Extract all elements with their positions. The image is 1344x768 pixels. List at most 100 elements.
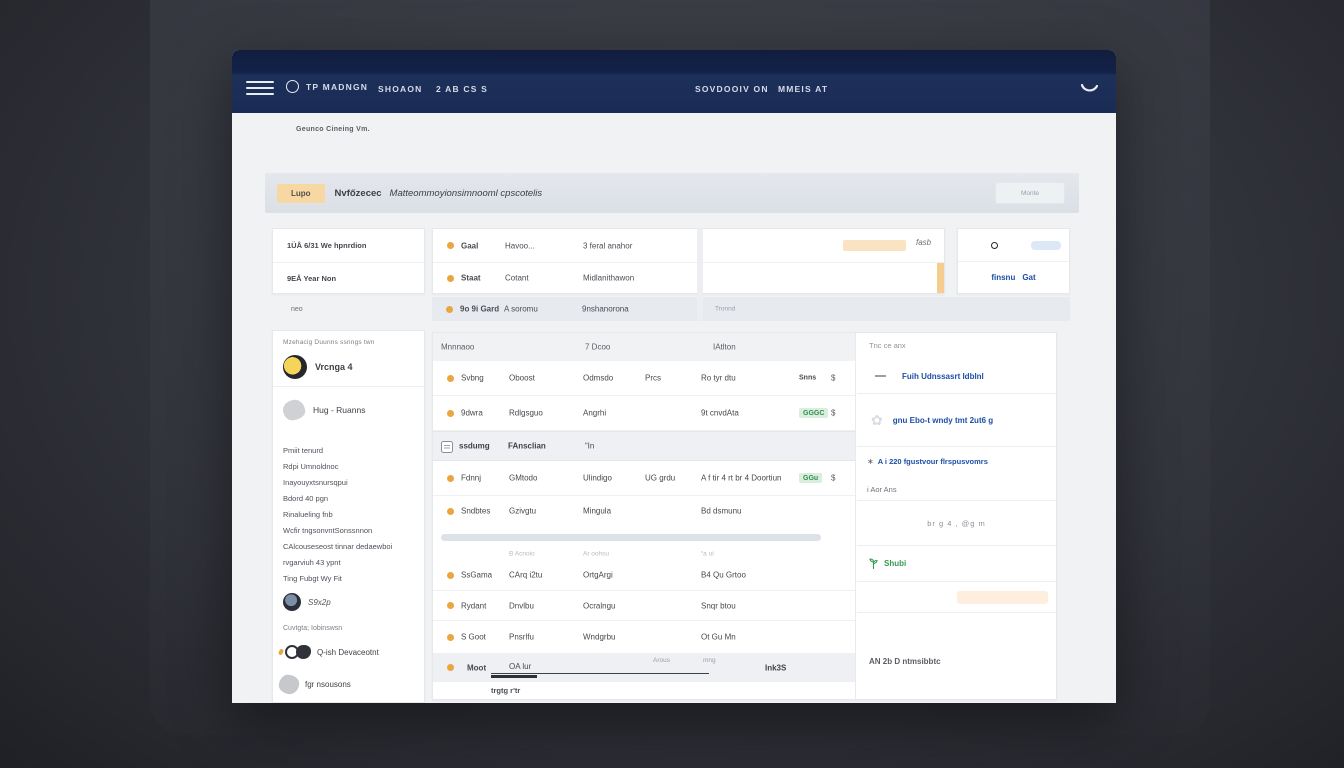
cell: OrtgArgi bbox=[583, 570, 613, 580]
activity-row-3[interactable]: 9o 9i Gard A soromu 9nshanorona Tronnd bbox=[432, 297, 1070, 321]
sidebar: Mzehacig Duunns ssnngs twn Vrcnga 4 Hug … bbox=[272, 330, 425, 703]
sidebar-team-item-1[interactable]: Q-ish Devaceotnt bbox=[277, 640, 418, 664]
brand-name: TP MADNGN bbox=[306, 81, 369, 92]
member-name: S9x2p bbox=[308, 597, 331, 607]
sidebar-link[interactable]: Wcfir tngsonvntSonssnnon bbox=[283, 526, 373, 535]
activity-col2: Cotant bbox=[505, 273, 529, 283]
status-card-links: finsnu Gat bbox=[958, 262, 1069, 293]
ghost-label-row: B Acnoio Ar oohsu “a ui bbox=[433, 548, 855, 560]
column-header: IAtlton bbox=[713, 342, 736, 352]
activity-name: Staat bbox=[461, 273, 481, 283]
cell: Rydant bbox=[461, 601, 487, 610]
team-name: fgr nsousons bbox=[305, 679, 351, 689]
sidebar-link[interactable]: Bdord 40 pgn bbox=[283, 494, 329, 503]
table-row[interactable]: Sndbtes Gzivgtu Mingula Bd dsmunu bbox=[433, 496, 855, 526]
activity-name: Gaal bbox=[461, 241, 479, 250]
cell: Svbng bbox=[461, 373, 484, 383]
nav-item-2[interactable]: 2 AB CS S bbox=[436, 84, 489, 94]
cell: UG grdu bbox=[645, 473, 676, 483]
table-row[interactable]: S Goot Pnsrlfu Wndgrbu Ot Gu Mn bbox=[433, 620, 855, 653]
sidebar-link[interactable]: Rinalueling fnb bbox=[283, 510, 333, 519]
cell: B4 Qu Grtoo bbox=[701, 570, 746, 580]
cell: Wndgrbu bbox=[583, 632, 616, 642]
bullet-dot-icon bbox=[447, 409, 454, 417]
sidebar-link[interactable]: rvgarviuh 43 ypnt bbox=[283, 558, 341, 567]
cell: Gzivgtu bbox=[509, 506, 537, 516]
activity-row-1[interactable]: Gaal Havoo... 3 feral anahor fasb bbox=[433, 229, 944, 262]
banner-action-button[interactable]: Monte bbox=[995, 182, 1065, 204]
sidebar-link[interactable]: CAlcouseseost tinnar dedaewboi bbox=[283, 542, 393, 551]
bullet-dot-icon bbox=[447, 633, 454, 641]
table-row[interactable]: 9dwra Rdlgsguo Angrhi 9t cnvdAta GGGC $ bbox=[433, 396, 855, 431]
quick-list-item-2[interactable]: 9EÅ Year Non bbox=[273, 262, 424, 293]
profile-name: Vrcnga 4 bbox=[315, 362, 353, 372]
quick-list-item-1[interactable]: 1ÜÅ 6/31 We hpnrdion bbox=[287, 241, 367, 250]
sidebar-link[interactable]: Ting Fubgt Wy Fit bbox=[283, 574, 342, 583]
hamburger-menu-icon[interactable] bbox=[246, 79, 274, 97]
top-navigation-bar: TP MADNGN SHOAON 2 AB CS S SOVDOOIV ON M… bbox=[232, 50, 1116, 113]
cell: GMtodo bbox=[509, 473, 538, 483]
clipboard-icon bbox=[441, 441, 453, 453]
table-row[interactable]: Svbng Oboost Odmsdo Prcs Ro tyr dtu Snns… bbox=[433, 361, 855, 396]
panel-link-label: Fuih Udnssasrt Idblnl bbox=[902, 371, 984, 381]
panel-link-1[interactable]: Fuih Udnssasrt Idblnl bbox=[857, 359, 1056, 393]
card-link-2[interactable]: Gat bbox=[1022, 273, 1036, 282]
moon-icon[interactable] bbox=[1078, 78, 1100, 98]
divider bbox=[857, 446, 1056, 447]
sidebar-member-item[interactable]: S9x2p bbox=[283, 591, 414, 613]
panel-note: br g 4 , @g m bbox=[927, 518, 986, 528]
sidebar-heading: Mzehacig Duunns ssnngs twn bbox=[283, 339, 375, 346]
activity-row-2[interactable]: Staat Cotant Midlanithawon bbox=[433, 262, 944, 293]
blue-pill bbox=[1031, 241, 1061, 250]
app-window: TP MADNGN SHOAON 2 AB CS S SOVDOOIV ON M… bbox=[232, 50, 1116, 703]
sprout-icon bbox=[869, 557, 878, 569]
cell: Oboost bbox=[509, 373, 535, 383]
progress-row bbox=[433, 526, 855, 548]
panel-status-label: Shubi bbox=[884, 559, 907, 568]
nav-item-3[interactable]: SOVDOOIV ON bbox=[695, 84, 769, 94]
bullet-dot-icon bbox=[447, 664, 454, 671]
panel-sub-label: i Aor Ans bbox=[867, 485, 897, 494]
panel-link-label: A i 220 fgustvour flrspusvomrs bbox=[877, 456, 988, 466]
underline-rule-short bbox=[491, 675, 537, 678]
status-badge-green: GGu bbox=[799, 473, 823, 483]
scrollbar[interactable] bbox=[697, 228, 703, 321]
section-title: ssdumg bbox=[459, 441, 490, 451]
activity-name: 9o 9i Gard bbox=[460, 304, 500, 314]
sidebar-profile-item[interactable]: Vrcnga 4 bbox=[283, 352, 414, 382]
sidebar-link[interactable]: Rdpi Umnoldnoc bbox=[283, 462, 339, 471]
card-link-1[interactable]: finsnu bbox=[991, 273, 1016, 282]
cell: SsGama bbox=[461, 570, 493, 580]
cell: Ocralngu bbox=[583, 601, 616, 610]
cell: Fdnnj bbox=[461, 473, 482, 483]
table-row[interactable]: Fdnnj GMtodo Ulindigo UG grdu A f tir 4 … bbox=[433, 461, 855, 496]
sidebar-link[interactable]: Inayouyxtsnursqpui bbox=[283, 478, 348, 487]
cell: Ulindigo bbox=[583, 473, 612, 483]
bullet-dot-icon bbox=[447, 571, 454, 579]
quick-list-footer: neo bbox=[291, 306, 303, 313]
cell: Arous bbox=[653, 657, 670, 664]
table-row[interactable]: SsGama CArq i2tu OrtgArgi B4 Qu Grtoo bbox=[433, 560, 855, 590]
sidebar-secondary-item[interactable]: Hug - Ruanns bbox=[281, 395, 414, 425]
nav-item-4[interactable]: MMEIS AT bbox=[778, 84, 829, 94]
avatar bbox=[283, 593, 301, 611]
status-badge-green: GGGC bbox=[799, 408, 829, 418]
activity-note: Tronnd bbox=[715, 305, 736, 313]
table-summary-row[interactable]: Moot OA lur Arous mng Ink3S bbox=[433, 653, 855, 682]
activity-col2: Havoo... bbox=[505, 241, 535, 250]
bullet-dot-icon bbox=[447, 474, 454, 482]
highlight-pill bbox=[843, 240, 906, 251]
panel-link-2[interactable]: ✿ gnu Ebo-t wndy tmt 2ut6 g bbox=[857, 394, 1056, 446]
table-section-header[interactable]: ssdumg FAnsclian “In bbox=[433, 431, 855, 461]
panel-link-3[interactable]: ∗ A i 220 fgustvour flrspusvomrs bbox=[857, 447, 1056, 475]
panel-footer: AN 2b D ntmsibbtc bbox=[869, 657, 941, 666]
sidebar-team-item-2[interactable]: fgr nsousons bbox=[277, 672, 418, 696]
panel-header: Tnc ce anx bbox=[869, 341, 906, 350]
table-row[interactable]: Rydant Dnvlbu Ocralngu Snqr btou bbox=[433, 590, 855, 620]
sidebar-link[interactable]: Pmiit tenurd bbox=[283, 446, 324, 455]
cell: Odmsdo bbox=[583, 373, 614, 383]
cell: Pnsrlfu bbox=[509, 632, 534, 642]
brand[interactable]: TP MADNGN bbox=[286, 80, 368, 93]
panel-status[interactable]: Shubi bbox=[857, 546, 1056, 581]
nav-item-1[interactable]: SHOAON bbox=[378, 84, 423, 94]
